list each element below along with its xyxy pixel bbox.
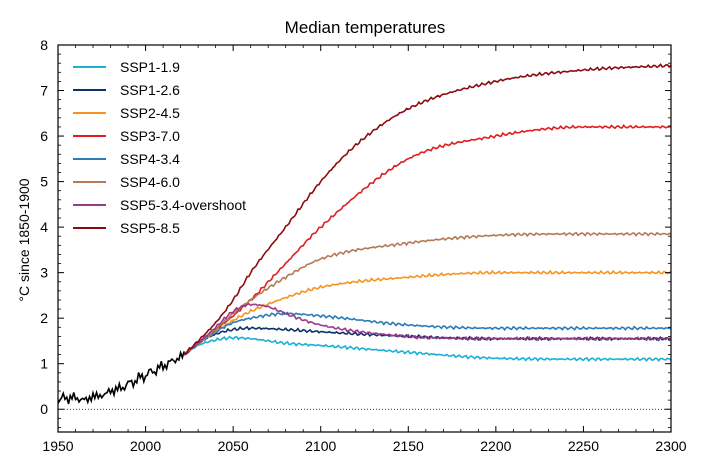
series-line-ssp4-6-0: [183, 231, 672, 356]
x-tick-label: 2200: [480, 438, 511, 454]
x-tick-label: 2100: [305, 438, 336, 454]
legend-label: SSP4-6.0: [120, 174, 180, 190]
axes: 1950 2000 2050 2100 2150 2200 2250 2300 0 1 2 3 4 5 6 7…: [40, 37, 687, 454]
legend: SSP1-1.9 SSP1-2.6 SSP2-4.5 SSP3-7.0 SSP4-3.4…: [73, 59, 246, 236]
historical-line: [57, 349, 185, 405]
y-tick-label: 4: [40, 219, 48, 235]
y-tick-label: 1: [40, 356, 48, 372]
x-tick-label: 2000: [130, 438, 161, 454]
x-tick-label: 2150: [393, 438, 424, 454]
series-line-ssp2-4-5: [183, 269, 672, 357]
chart-title: Median temperatures: [285, 18, 446, 37]
y-tick-label: 3: [40, 265, 48, 281]
legend-label: SSP5-8.5: [120, 220, 180, 236]
legend-label: SSP4-3.4: [120, 151, 180, 167]
series-line-ssp5-8-5: [184, 63, 672, 355]
x-tick-label: 1950: [42, 438, 73, 454]
series-line-ssp1-2-6: [183, 325, 672, 356]
y-tick-label: 2: [40, 310, 48, 326]
series-line-ssp5-3-4-overshoot: [183, 302, 672, 355]
legend-label: SSP1-2.6: [120, 82, 180, 98]
y-tick-label: 7: [40, 83, 48, 99]
x-tick-label: 2050: [218, 438, 249, 454]
y-tick-label: 0: [40, 401, 48, 417]
legend-label: SSP1-1.9: [120, 59, 180, 75]
plot-area: [57, 63, 672, 410]
series-line-ssp3-7-0: [183, 123, 672, 355]
legend-label: SSP5-3.4-overshoot: [120, 197, 246, 213]
x-tick-label: 2300: [655, 438, 686, 454]
series-line-ssp4-3-4: [183, 311, 672, 355]
x-tick-label: 2250: [568, 438, 599, 454]
y-axis-label: °C since 1850-1900: [16, 178, 32, 301]
legend-label: SSP3-7.0: [120, 128, 180, 144]
series-line-ssp1-1-9: [183, 335, 672, 363]
y-tick-label: 6: [40, 128, 48, 144]
y-tick-label: 8: [40, 37, 48, 53]
y-tick-label: 5: [40, 174, 48, 190]
plot-frame: [57, 44, 672, 433]
legend-label: SSP2-4.5: [120, 105, 180, 121]
